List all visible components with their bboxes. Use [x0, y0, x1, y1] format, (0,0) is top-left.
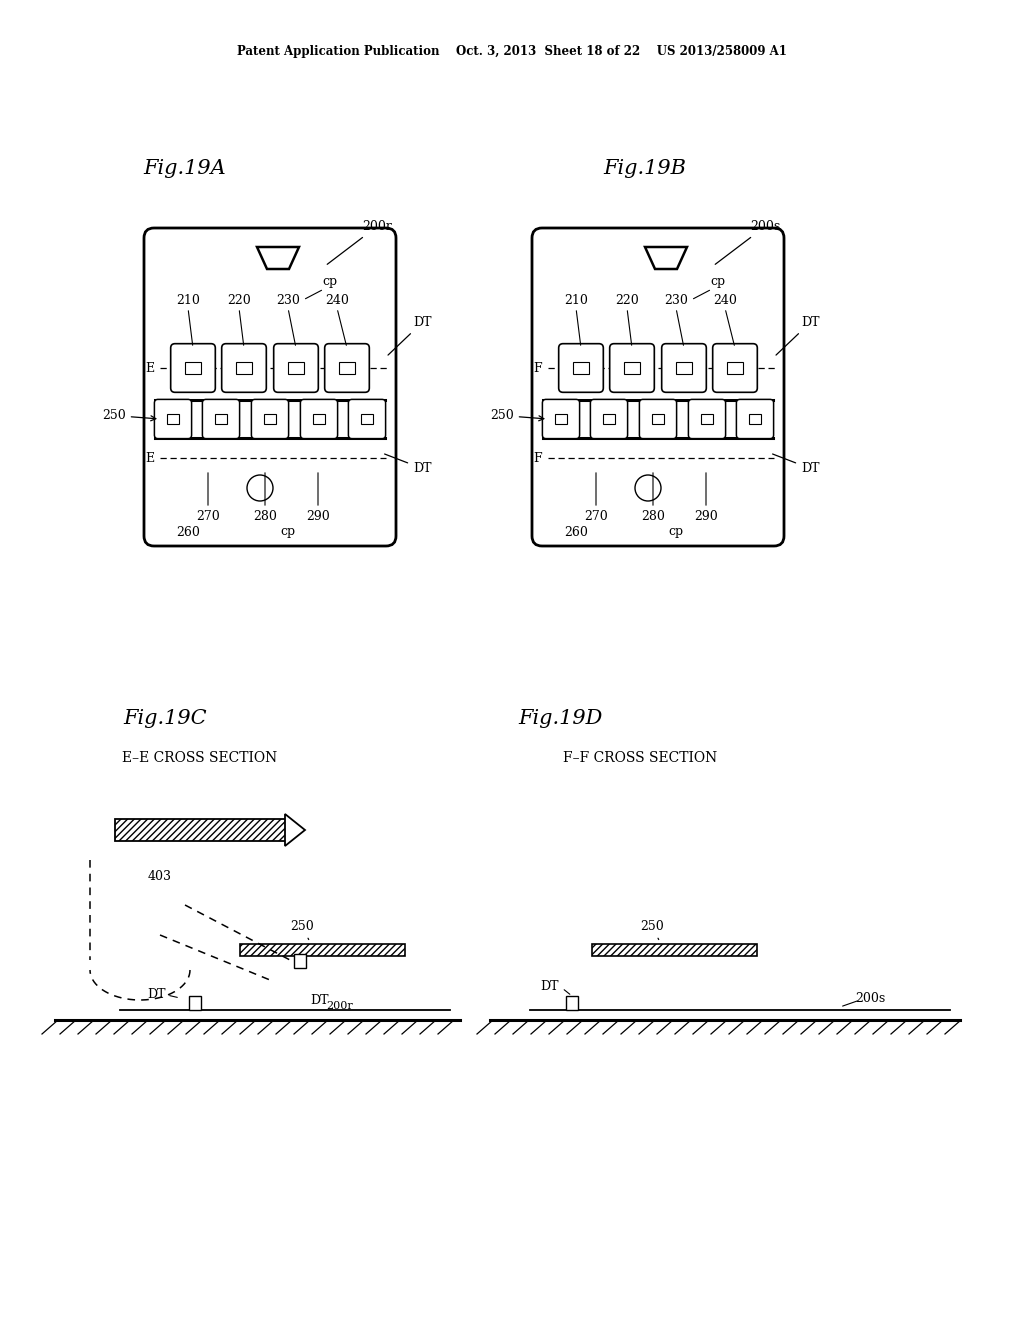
Bar: [264, 414, 276, 424]
FancyBboxPatch shape: [688, 400, 726, 438]
Polygon shape: [285, 814, 305, 846]
Text: 200s: 200s: [715, 220, 780, 264]
Text: DT: DT: [385, 454, 431, 475]
FancyBboxPatch shape: [144, 228, 396, 546]
Text: DT: DT: [388, 315, 431, 355]
Text: 260: 260: [564, 525, 588, 539]
Text: Fig.19C: Fig.19C: [123, 709, 207, 727]
FancyBboxPatch shape: [203, 400, 240, 438]
Text: 240: 240: [325, 293, 349, 306]
Bar: [189, 997, 201, 1010]
FancyBboxPatch shape: [171, 343, 215, 392]
Bar: [677, 362, 691, 374]
Text: E: E: [145, 362, 155, 375]
FancyBboxPatch shape: [713, 343, 758, 392]
Text: cp: cp: [281, 525, 296, 539]
Polygon shape: [257, 247, 299, 269]
Text: 210: 210: [176, 293, 200, 306]
Text: cp: cp: [669, 525, 684, 539]
Text: cp: cp: [323, 276, 338, 289]
FancyBboxPatch shape: [252, 400, 289, 438]
Text: 210: 210: [564, 293, 588, 306]
FancyBboxPatch shape: [273, 343, 318, 392]
Text: 270: 270: [197, 510, 220, 523]
Text: DT: DT: [772, 454, 819, 475]
Text: 260: 260: [176, 525, 200, 539]
Text: 280: 280: [641, 510, 665, 523]
Bar: [360, 414, 374, 424]
FancyBboxPatch shape: [532, 228, 784, 546]
Text: 270: 270: [584, 510, 608, 523]
Text: E: E: [145, 451, 155, 465]
FancyBboxPatch shape: [325, 343, 370, 392]
Text: 250: 250: [640, 920, 664, 940]
Text: 240: 240: [713, 293, 737, 306]
Text: 220: 220: [227, 293, 251, 306]
Circle shape: [635, 475, 662, 502]
FancyBboxPatch shape: [221, 343, 266, 392]
Text: 200s: 200s: [855, 991, 885, 1005]
Text: 230: 230: [664, 293, 688, 306]
FancyBboxPatch shape: [662, 343, 707, 392]
Text: cp: cp: [711, 276, 726, 289]
Text: 250: 250: [102, 409, 156, 422]
Text: Fig.19D: Fig.19D: [518, 709, 602, 727]
Text: 280: 280: [253, 510, 276, 523]
Text: F–F CROSS SECTION: F–F CROSS SECTION: [563, 751, 717, 766]
Text: DT: DT: [776, 315, 819, 355]
Text: 220: 220: [615, 293, 639, 306]
Bar: [115, 818, 287, 841]
Text: F: F: [534, 362, 543, 375]
Text: Fig.19A: Fig.19A: [143, 158, 226, 177]
Bar: [566, 997, 578, 1010]
Bar: [240, 944, 406, 956]
Text: 403: 403: [148, 870, 172, 883]
FancyBboxPatch shape: [559, 343, 603, 392]
FancyBboxPatch shape: [155, 400, 191, 438]
FancyBboxPatch shape: [348, 400, 386, 438]
Bar: [237, 362, 252, 374]
Bar: [625, 362, 640, 374]
Text: E–E CROSS SECTION: E–E CROSS SECTION: [123, 751, 278, 766]
Bar: [592, 944, 757, 956]
Text: 290: 290: [694, 510, 718, 523]
Text: DT: DT: [310, 994, 329, 1006]
Polygon shape: [645, 247, 687, 269]
Bar: [289, 362, 303, 374]
Bar: [555, 414, 567, 424]
Text: DT: DT: [541, 979, 559, 993]
FancyBboxPatch shape: [543, 400, 580, 438]
Text: Fig.19B: Fig.19B: [603, 158, 686, 177]
Bar: [312, 414, 326, 424]
Bar: [185, 362, 201, 374]
Circle shape: [247, 475, 273, 502]
FancyBboxPatch shape: [609, 343, 654, 392]
Text: 200r: 200r: [328, 220, 392, 264]
Bar: [573, 362, 589, 374]
Bar: [749, 414, 761, 424]
Bar: [700, 414, 714, 424]
Bar: [215, 414, 227, 424]
FancyBboxPatch shape: [736, 400, 773, 438]
Bar: [603, 414, 615, 424]
Text: 250: 250: [490, 409, 544, 422]
Text: 250: 250: [290, 920, 313, 940]
Text: Patent Application Publication    Oct. 3, 2013  Sheet 18 of 22    US 2013/258009: Patent Application Publication Oct. 3, 2…: [238, 45, 786, 58]
Bar: [339, 362, 354, 374]
Bar: [727, 362, 742, 374]
Bar: [294, 954, 306, 968]
Text: 200r: 200r: [326, 1001, 352, 1011]
FancyBboxPatch shape: [300, 400, 338, 438]
Bar: [651, 414, 665, 424]
FancyBboxPatch shape: [591, 400, 628, 438]
Text: DT: DT: [147, 989, 166, 1002]
Text: 230: 230: [276, 293, 300, 306]
FancyBboxPatch shape: [639, 400, 677, 438]
Text: F: F: [534, 451, 543, 465]
Bar: [167, 414, 179, 424]
Text: 290: 290: [306, 510, 330, 523]
